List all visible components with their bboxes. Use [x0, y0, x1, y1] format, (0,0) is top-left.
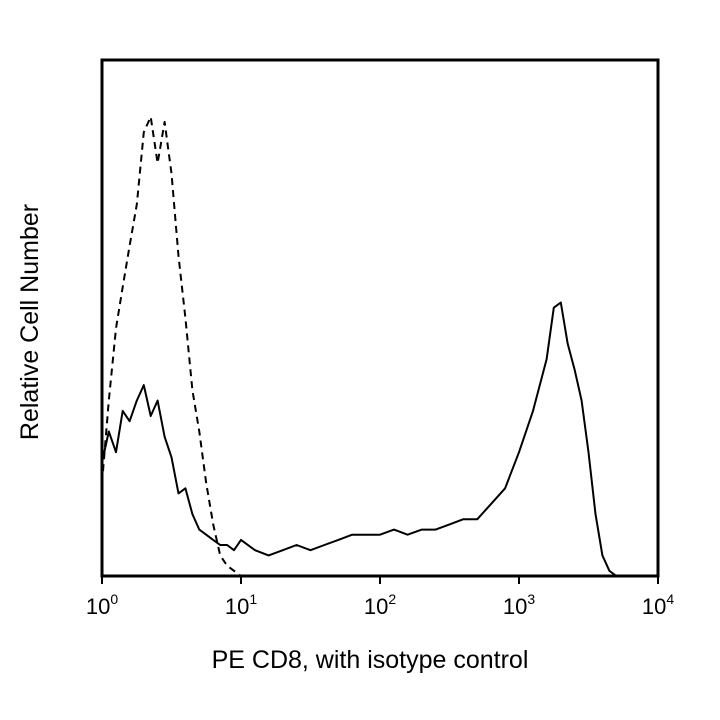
solid-series-line [101, 301, 617, 577]
series-layer [101, 115, 617, 577]
x-tick-label: 100 [86, 591, 118, 619]
dashed-series-line [101, 115, 242, 577]
x-tick-label: 104 [642, 591, 674, 619]
plot-frame [100, 58, 660, 578]
x-tick-label: 101 [225, 591, 257, 619]
x-tick-label: 102 [364, 591, 396, 619]
y-axis-title: Relative Cell Number [16, 204, 44, 440]
x-tick-label: 103 [503, 591, 535, 619]
x-axis-ticks: 100 101 102 103 104 [86, 576, 674, 619]
x-axis-title: PE CD8, with isotype control [212, 646, 529, 674]
